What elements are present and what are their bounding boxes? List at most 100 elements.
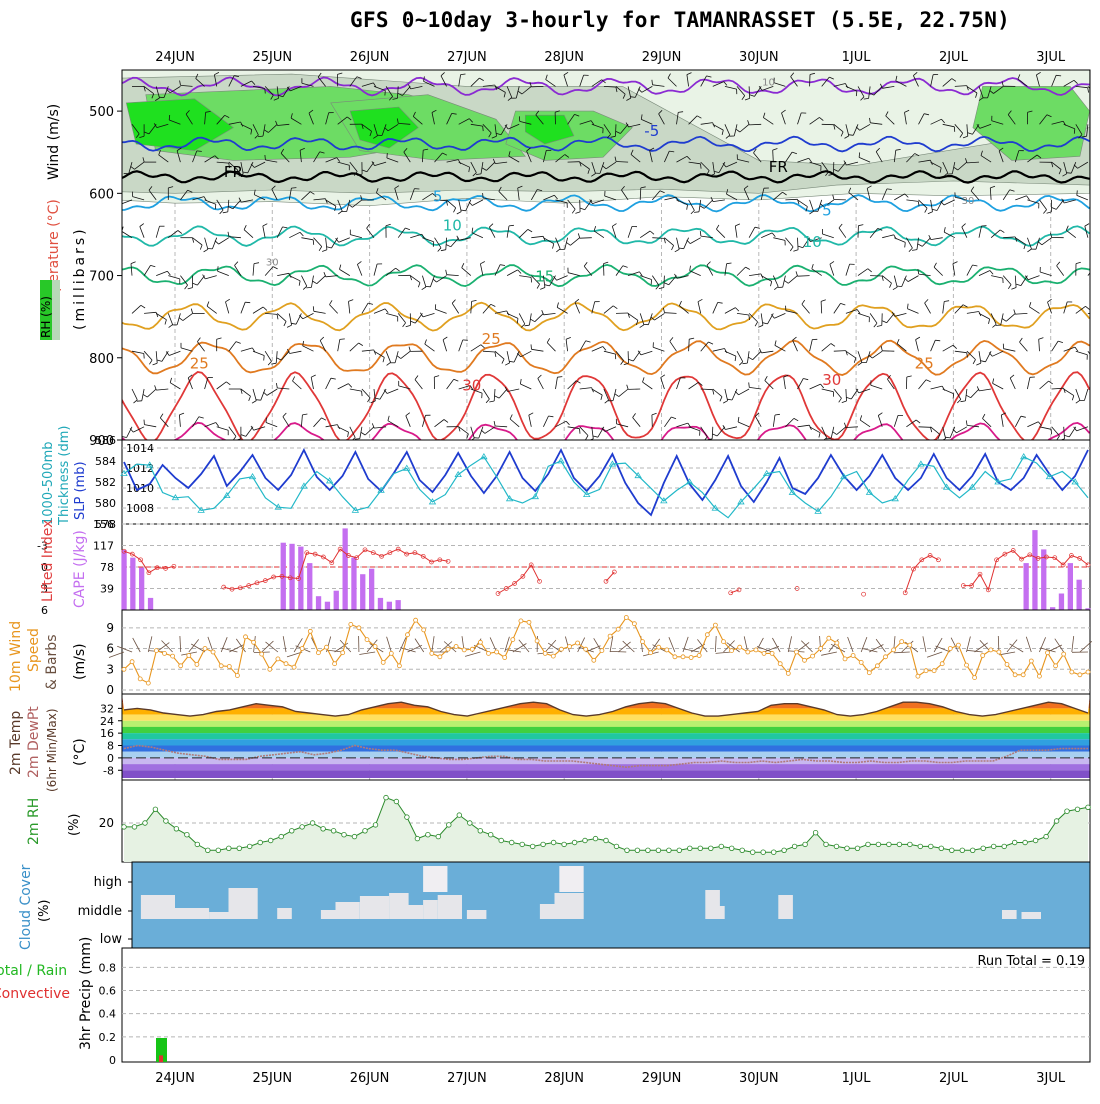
wind-barb-flag xyxy=(486,399,489,403)
wind-barb xyxy=(1077,195,1088,200)
wind-barb-flag xyxy=(566,242,570,245)
wind-speed-marker xyxy=(1086,670,1090,674)
wind-barb xyxy=(265,313,277,314)
wind-barb xyxy=(684,238,689,249)
wind-barb xyxy=(894,194,904,200)
wind-barb-flag xyxy=(331,378,336,379)
rh-marker xyxy=(1023,840,1028,845)
wind-barb xyxy=(557,276,568,281)
date-label-bottom: 27JUN xyxy=(447,1071,487,1086)
wind-speed-marker xyxy=(1046,651,1050,655)
date-label-bottom: 3JUL xyxy=(1036,1071,1066,1086)
wind-barb xyxy=(462,268,471,276)
wind-speed-marker xyxy=(268,667,272,671)
wind-barb xyxy=(317,276,326,284)
wind-barb xyxy=(156,226,159,238)
wind-barb xyxy=(902,276,907,287)
wind-barb-flag xyxy=(446,245,451,247)
isotherm-label: 25 xyxy=(915,354,934,372)
rh-marker xyxy=(792,844,797,849)
rh-marker xyxy=(352,834,357,839)
wind-barb xyxy=(1040,427,1052,430)
wind-barb xyxy=(446,238,447,250)
isotherm-label: 30 xyxy=(822,371,841,389)
rh-marker xyxy=(667,848,672,853)
rh-marker xyxy=(960,848,965,853)
wind-speed-marker xyxy=(705,633,709,637)
wind-speed-marker xyxy=(722,640,726,644)
wind-speed-marker xyxy=(981,654,985,658)
wind-speed-marker xyxy=(649,651,653,655)
wind-barb xyxy=(485,427,495,434)
wind-barb-flag xyxy=(961,401,966,402)
wind-speed-marker xyxy=(1021,673,1025,677)
wind-barb xyxy=(362,350,374,351)
wind-barb-flag xyxy=(575,299,579,302)
wind-barb xyxy=(761,351,773,353)
wind-barb-flag xyxy=(713,390,714,395)
wind-barb-flag xyxy=(973,265,978,266)
cape-bar xyxy=(307,563,312,610)
y-tick-label: 600 xyxy=(89,187,114,202)
wind-barb xyxy=(798,238,799,250)
wind-barb xyxy=(261,389,265,400)
wind-barb xyxy=(925,303,931,313)
wind-barb xyxy=(1039,339,1040,351)
wind-barb xyxy=(652,276,659,286)
wind-speed-marker xyxy=(754,648,758,652)
y-tick-label-wind: 3 xyxy=(106,662,114,676)
wind-barb-flag xyxy=(403,323,406,327)
wind-barb xyxy=(483,389,490,399)
cloud-background xyxy=(132,862,1090,948)
wind-barb xyxy=(773,415,775,427)
rh-marker xyxy=(541,842,546,847)
wind-barb xyxy=(785,238,793,247)
wind-barb xyxy=(737,313,749,315)
wind-barb-flag xyxy=(812,264,814,269)
wind-barb xyxy=(749,387,761,389)
wind-barb xyxy=(616,351,624,360)
rh-marker xyxy=(447,823,452,828)
rh-marker xyxy=(321,827,326,832)
wind-barb xyxy=(1084,389,1088,401)
wind-barb-flag xyxy=(241,435,246,437)
wind-barb-flag xyxy=(916,337,920,340)
wind-barb-flag xyxy=(926,380,931,382)
wind-barb xyxy=(613,389,616,401)
wind-barb-flag xyxy=(226,299,230,302)
wind-barb xyxy=(753,351,762,360)
wind-speed-marker xyxy=(665,648,669,652)
wind-barb xyxy=(894,415,898,426)
cape-bar xyxy=(130,558,135,610)
wind-barb xyxy=(565,238,568,250)
wind-barb-flag xyxy=(640,325,644,328)
wind-speed-marker xyxy=(235,674,239,678)
temp-color-band xyxy=(122,770,1090,778)
wind-barb xyxy=(265,351,271,361)
wind-barb-flag xyxy=(268,361,271,365)
wind-barb xyxy=(670,341,677,351)
wind-barb-flag xyxy=(925,299,929,303)
wind-barb xyxy=(447,275,459,276)
date-label-bottom: 2JUL xyxy=(939,1071,969,1086)
wind-barb xyxy=(401,351,411,358)
wind-barb xyxy=(834,303,841,313)
wind-barb-flag xyxy=(1086,306,1090,309)
wind-barb-flag xyxy=(790,247,793,251)
wind-barb-flag xyxy=(226,382,230,385)
wind-speed-marker xyxy=(730,649,734,653)
wind-barb xyxy=(207,306,217,313)
wind-barb-flag xyxy=(434,376,439,377)
isotherm-label: 5 xyxy=(433,188,443,206)
wind-barb-flag xyxy=(918,244,922,246)
wind-barb xyxy=(652,238,664,239)
wind-speed-marker xyxy=(900,640,904,644)
wind-speed-marker xyxy=(989,648,993,652)
thickness-slp-panel: 57858058258458610081010101210141000-500m… xyxy=(41,426,1090,531)
wind-barb xyxy=(664,197,676,200)
wind-barb xyxy=(971,389,979,398)
wind-speed-marker xyxy=(284,662,288,666)
y-tick-label-precip: 0 xyxy=(109,1054,116,1067)
